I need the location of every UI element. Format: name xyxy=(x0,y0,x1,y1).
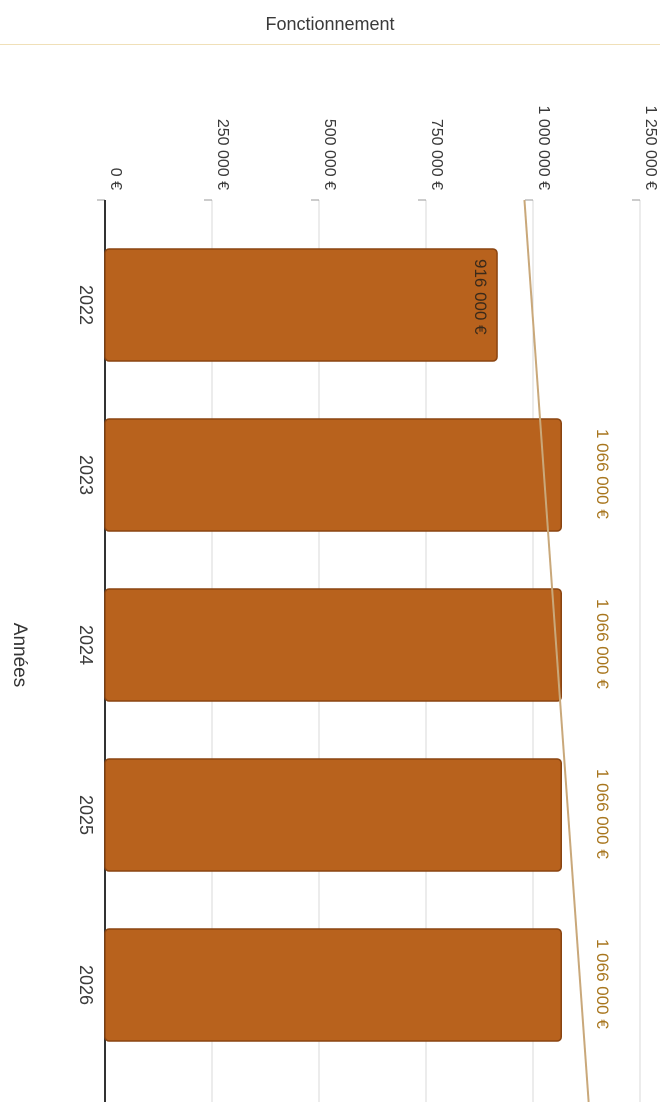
data-label: 916 000 € xyxy=(471,259,490,335)
bar xyxy=(104,248,498,362)
category-label: 2022 xyxy=(76,285,96,325)
x-tick-label: 750 000 € xyxy=(428,119,445,190)
x-tick-label: 1 000 000 € xyxy=(535,105,552,190)
data-label: 1 066 000 € xyxy=(593,939,612,1029)
category-label: 2024 xyxy=(76,625,96,665)
x-tick-label: 500 000 € xyxy=(321,119,338,190)
x-tick-label: 0 € xyxy=(107,168,124,190)
category-label: 2026 xyxy=(76,965,96,1005)
bar xyxy=(104,928,562,1042)
chart-header: Fonctionnement xyxy=(0,0,660,45)
category-label: 2023 xyxy=(76,455,96,495)
bar xyxy=(104,588,562,702)
bar xyxy=(104,758,562,872)
bar xyxy=(104,418,562,532)
chart-title: Fonctionnement xyxy=(265,14,395,34)
x-tick-label: 1 250 000 € xyxy=(642,105,659,190)
y-axis-label: Années xyxy=(9,623,30,687)
data-label: 1 066 000 € xyxy=(593,599,612,689)
category-label: 2025 xyxy=(76,795,96,835)
trend-line xyxy=(523,199,590,1102)
data-label: 1 066 000 € xyxy=(593,429,612,519)
data-label: 1 066 000 € xyxy=(593,769,612,859)
x-tick-label: 250 000 € xyxy=(214,119,231,190)
